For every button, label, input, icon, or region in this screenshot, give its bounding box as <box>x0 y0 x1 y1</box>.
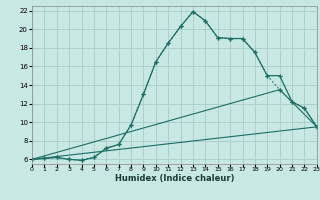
X-axis label: Humidex (Indice chaleur): Humidex (Indice chaleur) <box>115 174 234 183</box>
